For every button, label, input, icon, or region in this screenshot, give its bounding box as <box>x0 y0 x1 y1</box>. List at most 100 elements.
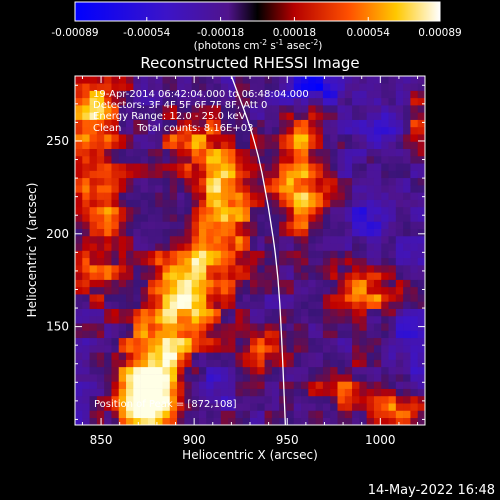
heatmap-cell <box>213 352 222 360</box>
heatmap-cell <box>403 381 411 389</box>
heatmap-cell <box>322 395 331 404</box>
heatmap-cell <box>395 105 404 113</box>
heatmap-cell <box>177 90 185 99</box>
heatmap-cell <box>82 105 90 113</box>
heatmap-cell <box>118 134 127 142</box>
heatmap-cell <box>286 76 295 84</box>
heatmap-cell <box>213 177 222 186</box>
heatmap-cell <box>206 286 214 295</box>
heatmap-cell <box>191 214 200 222</box>
heatmap-cell <box>250 126 258 135</box>
heatmap-cell <box>352 235 360 244</box>
heatmap-cell <box>395 90 404 99</box>
heatmap-cell <box>388 417 397 425</box>
heatmap-cell <box>366 105 375 113</box>
heatmap-cell <box>286 206 295 215</box>
heatmap-cell <box>366 279 375 288</box>
heatmap-cell <box>301 381 309 389</box>
heatmap-cell <box>381 265 389 273</box>
heatmap-cell <box>359 403 367 411</box>
heatmap-cell <box>133 337 141 346</box>
heatmap-cell <box>147 170 156 179</box>
heatmap-cell <box>315 337 324 346</box>
heatmap-cell <box>366 286 375 295</box>
heatmap-cell <box>264 119 273 128</box>
heatmap-cell <box>169 76 178 84</box>
heatmap-cell <box>286 112 295 120</box>
heatmap-cell <box>381 170 389 179</box>
heatmap-cell <box>271 403 280 411</box>
heatmap-cell <box>381 345 389 353</box>
heatmap-cell <box>388 345 397 353</box>
heatmap-cell <box>118 265 127 273</box>
heatmap-cell <box>96 243 105 251</box>
heatmap-cell <box>250 199 258 208</box>
heatmap-cell <box>242 381 251 389</box>
heatmap-cell <box>293 410 302 419</box>
heatmap-cell <box>322 323 331 331</box>
heatmap-cell <box>293 214 302 222</box>
heatmap-cell <box>75 206 83 215</box>
heatmap-cell <box>359 119 367 128</box>
heatmap-cell <box>337 250 346 259</box>
heatmap-cell <box>315 366 324 375</box>
heatmap-cell <box>388 185 397 193</box>
heatmap-cell <box>359 315 367 324</box>
heatmap-cell <box>264 221 273 229</box>
heatmap-cell <box>82 206 90 215</box>
heatmap-cell <box>169 155 178 164</box>
heatmap-cell <box>330 235 338 244</box>
heatmap-cell <box>301 345 309 353</box>
heatmap-cell <box>82 410 90 419</box>
heatmap-cell <box>403 206 411 215</box>
heatmap-cell <box>242 97 251 106</box>
heatmap-cell <box>111 410 120 419</box>
heatmap-cell <box>417 381 425 389</box>
heatmap-cell <box>118 141 127 150</box>
heatmap-cell <box>177 294 185 302</box>
heatmap-cell <box>308 381 316 389</box>
heatmap-cell <box>89 403 98 411</box>
heatmap-cell <box>286 410 295 419</box>
heatmap-cell <box>301 90 309 99</box>
heatmap-cell <box>235 279 244 288</box>
heatmap-cell <box>147 141 156 150</box>
heatmap-cell <box>155 177 163 186</box>
heatmap-cell <box>147 352 156 360</box>
heatmap-cell <box>140 185 149 193</box>
heatmap-cell <box>177 323 185 331</box>
heatmap-cell <box>89 374 98 382</box>
heatmap-cell <box>344 352 353 360</box>
heatmap-cell <box>228 315 236 324</box>
heatmap-cell <box>264 214 273 222</box>
heatmap-cell <box>403 272 411 280</box>
heatmap-cell <box>359 221 367 229</box>
heatmap-cell <box>198 286 207 295</box>
heatmap-cell <box>410 119 419 128</box>
heatmap-cell <box>322 250 331 259</box>
heatmap-cell <box>381 308 389 317</box>
heatmap-cell <box>359 163 367 171</box>
heatmap-cell <box>271 192 280 200</box>
heatmap-cell <box>388 257 397 266</box>
heatmap-cell <box>220 308 229 317</box>
heatmap-cell <box>228 170 236 179</box>
heatmap-cell <box>257 148 265 157</box>
heatmap-cell <box>111 359 120 368</box>
heatmap-cell <box>315 141 324 150</box>
heatmap-cell <box>322 221 331 229</box>
heatmap-cell <box>366 177 375 186</box>
heatmap-cell <box>184 308 192 317</box>
heatmap-cell <box>169 83 178 91</box>
info-energy-range: Energy Range: 12.0 - 25.0 keV <box>93 111 246 122</box>
heatmap-cell <box>213 112 222 120</box>
heatmap-cell <box>118 330 127 339</box>
heatmap-cell <box>257 185 265 193</box>
heatmap-cell <box>162 381 171 389</box>
heatmap-cell <box>169 112 178 120</box>
heatmap-cell <box>147 279 156 288</box>
heatmap-cell <box>96 308 105 317</box>
heatmap-cell <box>271 119 280 128</box>
heatmap-cell <box>264 141 273 150</box>
heatmap-cell <box>147 272 156 280</box>
